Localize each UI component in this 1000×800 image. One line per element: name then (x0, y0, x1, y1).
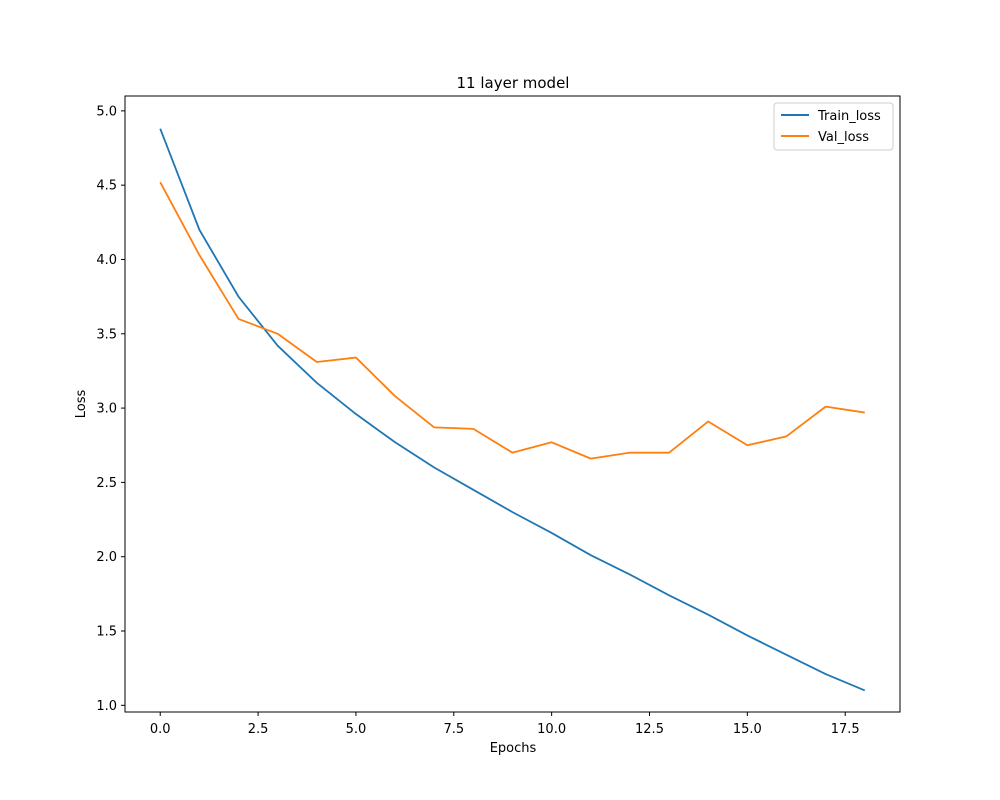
x-tick-label: 7.5 (443, 722, 464, 737)
chart-title: 11 layer model (457, 74, 570, 92)
y-tick-label: 4.0 (96, 253, 117, 268)
x-tick-label: 12.5 (635, 722, 664, 737)
y-tick-label: 5.0 (96, 104, 117, 119)
legend-label-val-loss: Val_loss (818, 130, 869, 145)
x-tick-label: 5.0 (346, 722, 367, 737)
x-tick-label: 17.5 (831, 722, 860, 737)
legend: Train_loss Val_loss (773, 102, 894, 151)
y-tick-label: 1.0 (96, 699, 117, 714)
y-axis-label: Loss (74, 390, 89, 419)
x-axis: 0.0 2.5 5.0 7.5 10.0 12.5 15.0 17.5 (150, 712, 860, 737)
y-tick-label: 3.5 (96, 327, 117, 342)
y-axis: 1.0 1.5 2.0 2.5 3.0 3.5 4.0 4.5 5.0 (96, 104, 125, 714)
series-line-val-loss (159, 181, 865, 460)
legend-label-train-loss: Train_loss (817, 109, 881, 124)
x-axis-label: Epochs (490, 741, 537, 756)
x-tick-label: 0.0 (150, 722, 171, 737)
series-line-train-loss (159, 128, 866, 692)
y-tick-label: 2.5 (96, 476, 117, 491)
y-tick-label: 1.5 (96, 625, 117, 640)
plot-frame (124, 95, 901, 713)
x-tick-label: 2.5 (248, 722, 269, 737)
y-tick-label: 4.5 (96, 179, 117, 194)
x-tick-label: 10.0 (537, 722, 566, 737)
series-layer (159, 128, 866, 692)
y-tick-label: 3.0 (96, 402, 117, 417)
y-tick-label: 2.0 (96, 550, 117, 565)
x-tick-label: 15.0 (733, 722, 762, 737)
